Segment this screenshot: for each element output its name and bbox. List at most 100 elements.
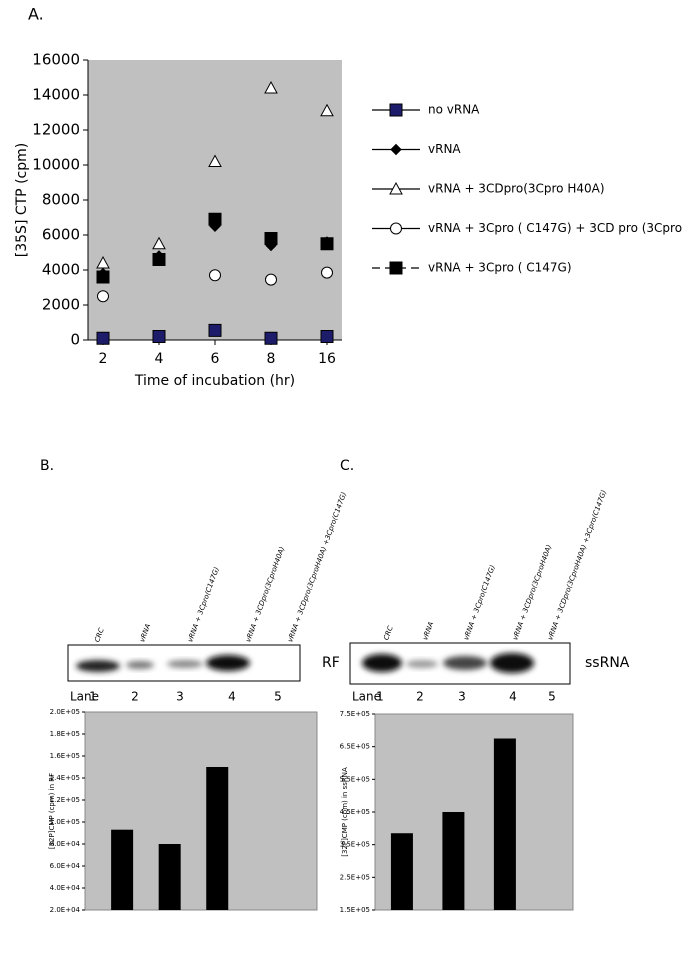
x-axis-label: Time of incubation (hr) <box>134 373 295 389</box>
bar <box>442 812 465 910</box>
gel-side-label: ssRNA <box>585 655 630 671</box>
marker <box>97 290 109 303</box>
y-tick-label: 0 <box>70 331 80 349</box>
y-tick-label: 5.5E+05 <box>340 775 370 783</box>
lane-number: 2 <box>416 690 424 704</box>
marker <box>264 331 278 345</box>
marker <box>208 323 222 337</box>
y-tick-label: 7.5E+05 <box>340 710 370 718</box>
marker <box>264 232 278 245</box>
lane-header: vRNA + 3CDpro(3CproH40A) +3Cpro(C147G) <box>286 491 348 644</box>
marker <box>390 222 402 235</box>
x-tick-label: 16 <box>318 351 336 367</box>
lane-header: vRNA <box>421 621 435 642</box>
lane-header: vRNA + 3Cpro(C147G) <box>462 564 497 642</box>
gel-band <box>76 660 120 672</box>
lane-number: 5 <box>274 690 282 704</box>
marker <box>264 80 278 94</box>
y-tick-label: 1.4E+05 <box>50 774 80 782</box>
bar <box>493 738 516 910</box>
y-axis-label: [32P]CMP (cpm) in ssRNA <box>341 767 349 857</box>
legend-label: vRNA + 3Cpro ( C147G) + 3CD pro (3Cpro H… <box>428 221 685 235</box>
lane-number: 1 <box>376 690 384 704</box>
x-tick-label: 8 <box>267 351 276 367</box>
y-axis-label: [35S] CTP (cpm) <box>14 143 30 257</box>
y-tick-label: 2000 <box>42 296 80 314</box>
plot-area <box>88 60 342 340</box>
x-tick-label: 6 <box>211 351 220 367</box>
legend-label: vRNA + 3Cpro ( C147G) <box>428 261 572 275</box>
marker <box>389 261 403 275</box>
gel-band <box>443 656 487 670</box>
bar <box>206 767 229 910</box>
legend-label: vRNA <box>428 142 461 156</box>
y-tick-label: 4.5E+05 <box>340 808 370 816</box>
x-tick-label: 4 <box>155 351 164 367</box>
marker <box>320 103 334 117</box>
lane-header: CRC <box>382 625 395 642</box>
y-tick-label: 3.5E+05 <box>340 841 370 849</box>
panel-label: C. <box>340 458 354 474</box>
panel-label: B. <box>40 458 54 474</box>
lane-number: 5 <box>548 690 556 704</box>
marker <box>96 255 110 269</box>
marker <box>96 270 110 284</box>
y-tick-label: 1.6E+05 <box>50 752 80 760</box>
y-tick-label: 1.2E+05 <box>50 796 80 804</box>
y-tick-label: 10000 <box>32 156 80 174</box>
gel-band <box>362 654 402 672</box>
marker <box>389 181 403 195</box>
lane-number: 3 <box>458 690 466 704</box>
legend-label: no vRNA <box>428 103 480 117</box>
gel-band <box>490 653 534 673</box>
gel-band <box>167 660 203 668</box>
marker <box>152 330 166 343</box>
y-tick-label: 8000 <box>42 191 80 209</box>
y-tick-label: 2.5E+05 <box>340 873 370 881</box>
y-tick-label: 4000 <box>42 261 80 279</box>
y-tick-label: 1.0E+05 <box>50 818 80 826</box>
y-tick-label: 2.0E+04 <box>50 906 81 914</box>
lane-header: vRNA <box>138 623 152 644</box>
lane-number: 1 <box>89 690 97 704</box>
y-tick-label: 12000 <box>32 121 80 139</box>
x-tick-label: 2 <box>99 351 108 367</box>
marker <box>390 143 402 156</box>
marker <box>152 253 166 266</box>
bar <box>390 833 413 910</box>
y-tick-label: 6.0E+04 <box>50 862 81 870</box>
y-tick-label: 14000 <box>32 86 80 104</box>
y-tick-label: 6.5E+05 <box>340 743 370 751</box>
lane-header: vRNA + 3Cpro(C147G) <box>186 566 221 644</box>
gel-band <box>126 661 154 669</box>
bar <box>111 829 134 910</box>
lane-number: 3 <box>176 690 184 704</box>
lane-number: 2 <box>131 690 139 704</box>
legend-label: vRNA + 3CDpro(3Cpro H40A) <box>428 182 605 196</box>
panel-label: A. <box>28 5 44 24</box>
marker <box>152 236 166 250</box>
gel-band <box>206 655 250 671</box>
gel-side-label: RF <box>322 655 340 671</box>
marker <box>321 266 333 279</box>
marker <box>208 212 222 226</box>
lane-header: CRC <box>93 627 106 644</box>
lane-label: Lane <box>70 690 99 704</box>
lane-number: 4 <box>228 690 236 704</box>
marker <box>208 154 222 167</box>
marker <box>96 331 110 345</box>
y-axis-label: [32P]CMP (cpm) in RF <box>48 773 56 849</box>
y-tick-label: 4.0E+04 <box>50 884 81 892</box>
lane-header: vRNA + 3CDpro(3CproH40A) +3Cpro(C147G) <box>546 489 608 642</box>
marker <box>320 330 334 343</box>
y-tick-label: 1.5E+05 <box>340 906 370 914</box>
y-tick-label: 8.0E+04 <box>50 840 81 848</box>
gel-band <box>406 660 438 668</box>
bar <box>158 844 181 910</box>
lane-number: 4 <box>509 690 517 704</box>
y-tick-label: 1.8E+05 <box>50 730 80 738</box>
y-tick-label: 2.0E+05 <box>50 708 80 716</box>
lane-header: vRNA + 3CDpro(3CproH40A) <box>511 543 553 641</box>
lane-label: Lane <box>352 690 381 704</box>
